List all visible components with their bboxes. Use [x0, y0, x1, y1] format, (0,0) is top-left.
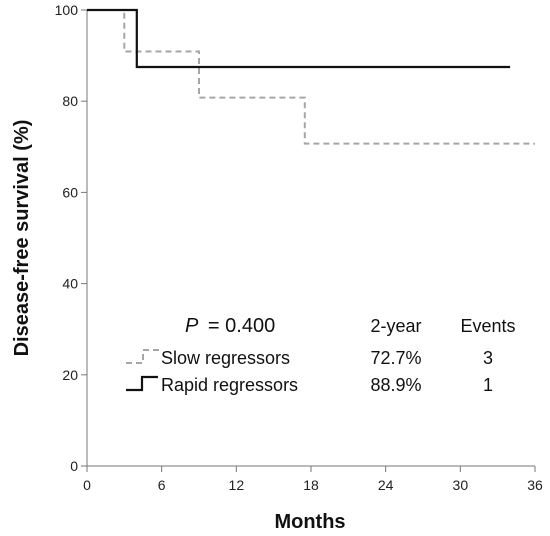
y-tick-label: 20 — [62, 367, 78, 383]
header-2year: 2-year — [370, 316, 421, 336]
y-tick-label: 0 — [70, 458, 78, 474]
ticks: 0 20 40 60 80 100 0 6 12 18 24 30 36 — [55, 2, 543, 493]
legend-swatch-slow — [126, 349, 159, 364]
legend-label-slow: Slow regressors — [161, 348, 290, 368]
y-axis-title: Disease-free survival (%) — [11, 120, 33, 357]
y-tick-label: 80 — [62, 93, 78, 109]
two-year-slow: 72.7% — [370, 348, 421, 368]
x-tick-label: 30 — [453, 477, 469, 493]
y-tick-label: 40 — [62, 276, 78, 292]
x-axis-title: Months — [274, 511, 345, 533]
y-tick-label: 100 — [55, 2, 79, 18]
legend-swatch-rapid — [126, 375, 158, 392]
x-tick-label: 6 — [158, 477, 166, 493]
events-slow: 3 — [483, 348, 493, 368]
series-line-rapid-regressors — [87, 8, 511, 69]
x-tick-label: 0 — [83, 477, 91, 493]
survival-curves — [87, 8, 535, 145]
header-events: Events — [460, 316, 515, 336]
axes — [86, 10, 535, 467]
x-tick-label: 12 — [229, 477, 245, 493]
series-line-slow-regressors — [87, 9, 535, 145]
two-year-rapid: 88.9% — [370, 375, 421, 395]
p-value: = 0.400 — [208, 315, 275, 337]
p-symbol: P — [185, 315, 199, 337]
x-tick-label: 24 — [378, 477, 394, 493]
y-tick-label: 60 — [62, 184, 78, 200]
legend-box: P = 0.400 2-year Events Slow regressors … — [126, 315, 516, 395]
x-tick-label: 18 — [303, 477, 319, 493]
events-rapid: 1 — [483, 375, 493, 395]
legend-label-rapid: Rapid regressors — [161, 375, 298, 395]
p-value-label: P = 0.400 — [185, 315, 275, 337]
x-tick-label: 36 — [527, 477, 543, 493]
